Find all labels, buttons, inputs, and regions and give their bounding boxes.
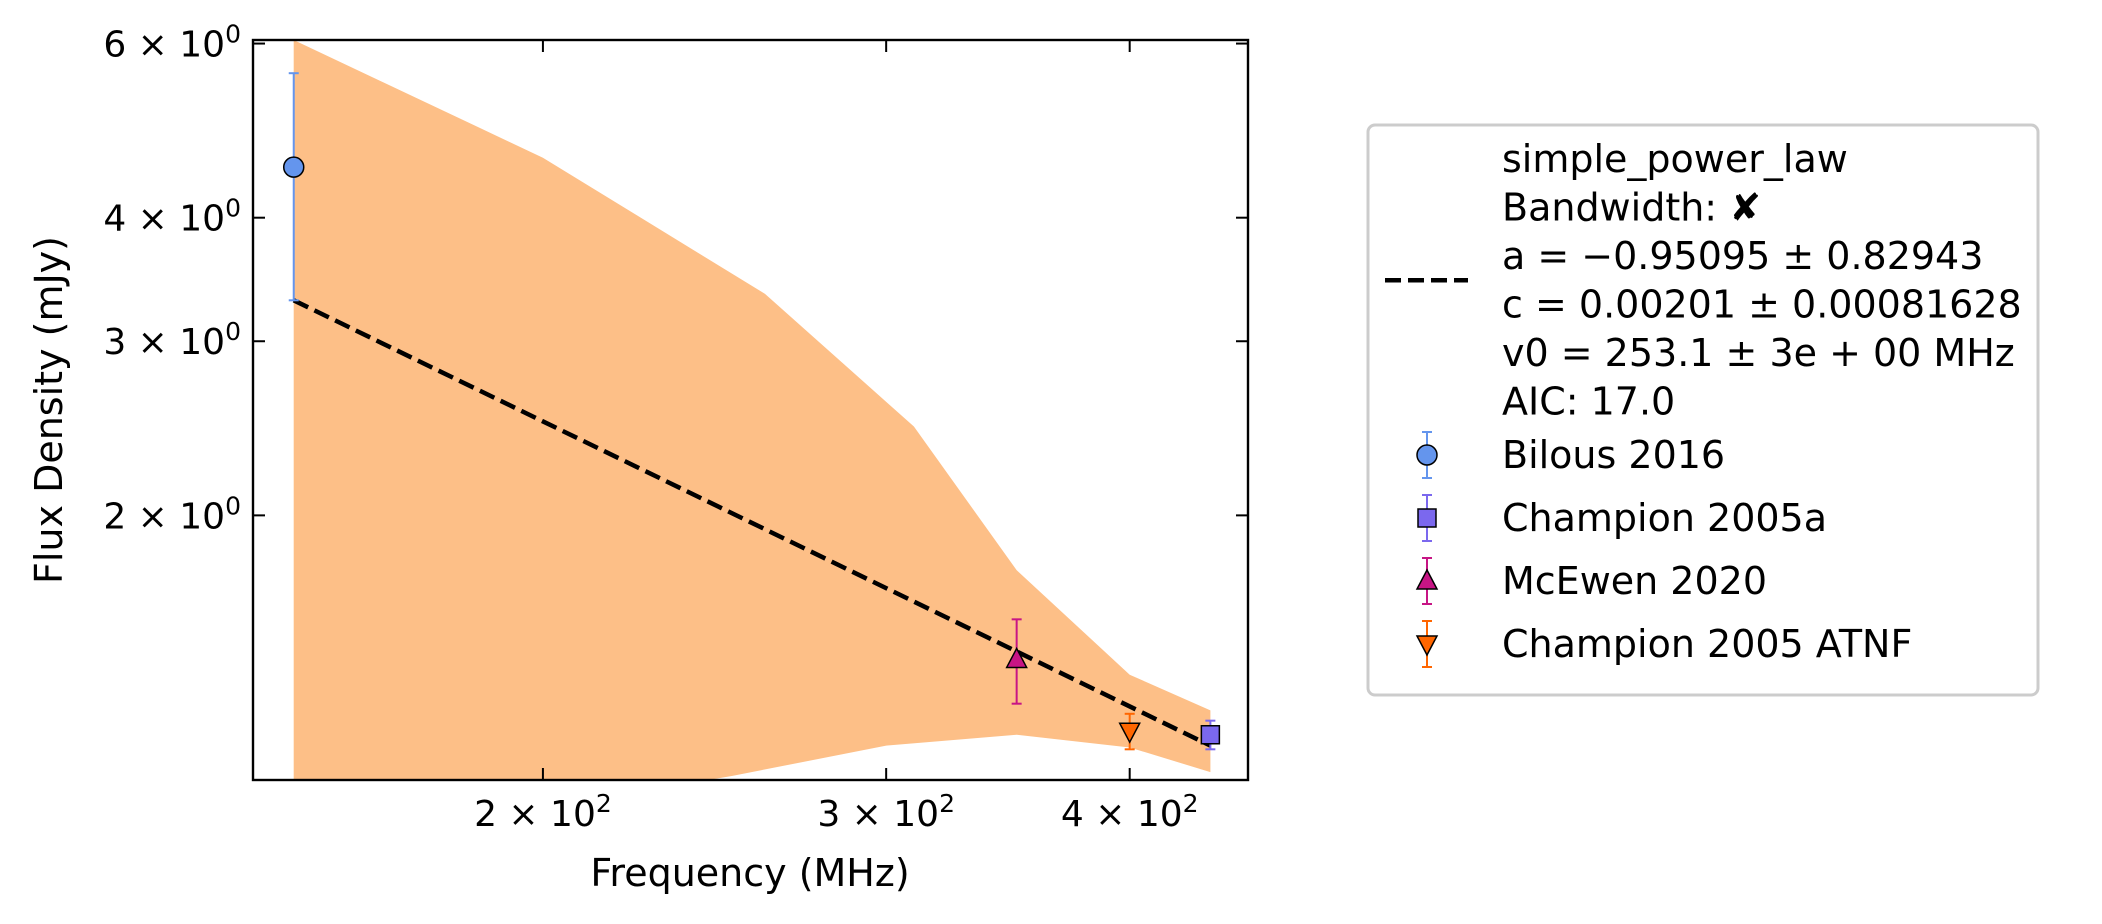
fit-line xyxy=(292,298,1212,748)
y-tick-label: 3 × 100 xyxy=(103,317,241,363)
legend-label: McEwen 2020 xyxy=(1502,559,1767,603)
legend-marker xyxy=(1417,508,1437,528)
data-marker xyxy=(1005,646,1028,669)
plot-frame xyxy=(251,38,1250,782)
data-marker xyxy=(1200,725,1221,745)
legend-marker xyxy=(1416,444,1438,466)
x-tick-label: 3 × 102 xyxy=(817,789,955,835)
x-tick-label: 2 × 102 xyxy=(474,789,612,835)
data-point-2-0 xyxy=(1005,618,1028,705)
legend-marker xyxy=(1415,568,1439,590)
legend-fit-line-0: simple_power_law xyxy=(1502,137,1848,181)
axes: 2 × 102 3 × 102 4 × 102 2 × 100 3 × 100 4 × 1… xyxy=(103,20,1248,835)
legend-fit-line-4: v0 = 253.1 ± 3e + 00 MHz xyxy=(1502,331,2015,375)
plot-area xyxy=(282,40,1221,780)
legend-entry-0: Bilous 2016 xyxy=(1416,431,1725,479)
legend-fit-line-5: AIC: 17.0 xyxy=(1502,380,1675,424)
y-tick-label: 4 × 100 xyxy=(103,194,241,240)
data-point-1-0 xyxy=(1200,719,1221,751)
y-tick-label: 6 × 100 xyxy=(103,20,241,66)
x-axis-label: Frequency (MHz) xyxy=(590,851,909,895)
legend-entry-1: Champion 2005a xyxy=(1417,494,1827,542)
legend-label: Champion 2005 ATNF xyxy=(1502,622,1912,666)
data-point-3-0 xyxy=(1118,712,1141,751)
data-marker xyxy=(282,156,305,178)
legend-fit-line-1: Bandwidth: ✘ xyxy=(1502,186,1761,230)
legend-entry-2: McEwen 2020 xyxy=(1415,557,1767,605)
x-tick-label: 4 × 102 xyxy=(1061,789,1199,835)
legend-label: Bilous 2016 xyxy=(1502,433,1725,477)
legend-label: Champion 2005a xyxy=(1502,496,1827,540)
y-axis-label: Flux Density (mJy) xyxy=(27,236,71,584)
fit-confidence-band xyxy=(293,40,1211,780)
legend-marker xyxy=(1415,635,1439,657)
data-marker xyxy=(1118,722,1141,744)
legend-fit-line-3: c = 0.00201 ± 0.00081628 xyxy=(1502,283,2022,327)
data-point-0-0 xyxy=(282,72,305,302)
y-tick-label: 2 × 100 xyxy=(103,491,241,537)
legend-box xyxy=(1366,123,2040,697)
legend: simple_power_law Bandwidth: ✘a = −0.95095… xyxy=(1366,123,2040,697)
legend-fit-line-2: a = −0.95095 ± 0.82943 xyxy=(1502,234,1983,278)
legend-entry-3: Champion 2005 ATNF xyxy=(1415,620,1912,668)
